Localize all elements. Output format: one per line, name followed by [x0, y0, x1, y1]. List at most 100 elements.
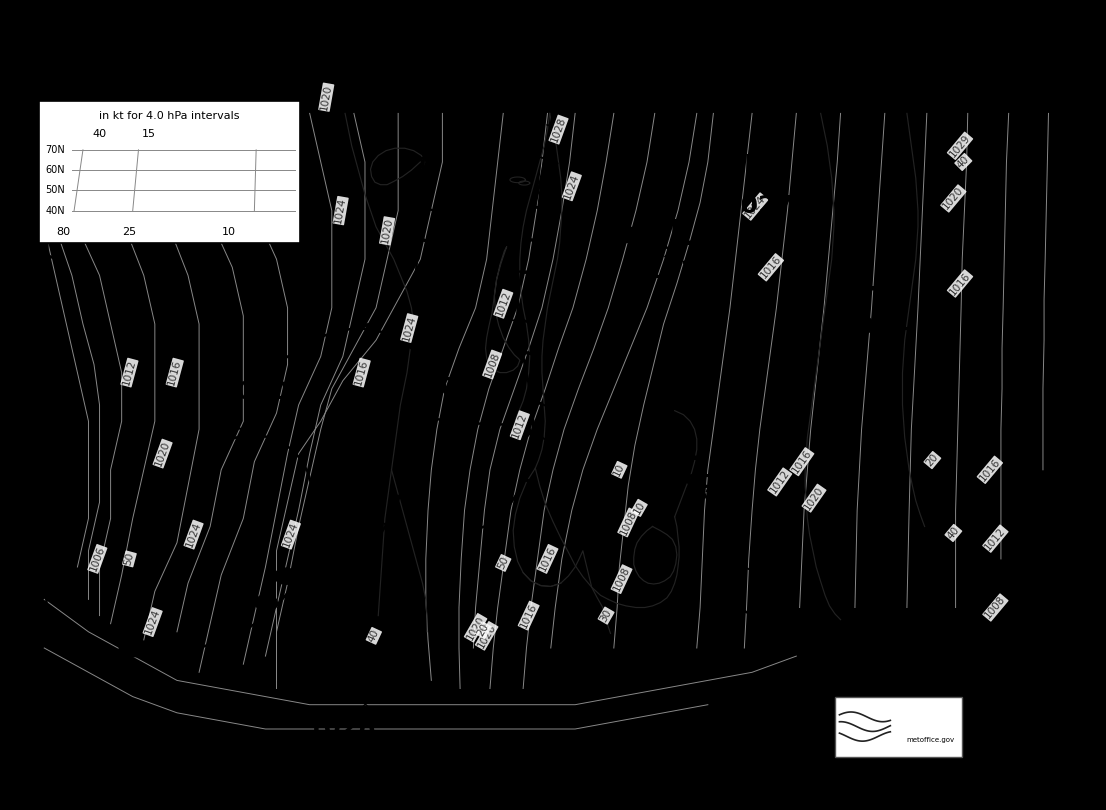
Polygon shape: [665, 248, 675, 257]
Text: 1016: 1016: [519, 602, 539, 629]
Polygon shape: [528, 400, 546, 406]
Text: 1031: 1031: [429, 87, 513, 116]
Circle shape: [295, 325, 320, 343]
Text: 20: 20: [925, 452, 940, 468]
Text: H: H: [858, 275, 889, 309]
Polygon shape: [44, 564, 60, 567]
Text: 1006: 1006: [88, 545, 106, 573]
Polygon shape: [415, 207, 435, 211]
Text: ×: ×: [775, 175, 789, 190]
Polygon shape: [411, 320, 431, 324]
Text: 1020: 1020: [319, 83, 334, 111]
Text: 40N: 40N: [45, 206, 65, 215]
Text: ×: ×: [711, 454, 724, 469]
Text: 1028: 1028: [305, 716, 376, 740]
Text: 1008: 1008: [983, 595, 1008, 620]
Polygon shape: [418, 157, 438, 163]
Text: 1024: 1024: [743, 194, 768, 220]
Circle shape: [614, 226, 636, 242]
Text: L: L: [826, 676, 848, 710]
Circle shape: [509, 423, 531, 439]
Text: 40: 40: [366, 628, 382, 644]
Text: ×: ×: [358, 697, 372, 712]
Text: 40: 40: [946, 525, 961, 541]
Text: 50: 50: [123, 552, 136, 566]
Text: 1008: 1008: [618, 509, 638, 536]
Polygon shape: [515, 271, 535, 275]
Text: ×: ×: [272, 361, 285, 376]
Text: 1020: 1020: [802, 484, 826, 512]
Text: 1016: 1016: [948, 271, 972, 296]
Polygon shape: [44, 386, 60, 389]
Text: 1026: 1026: [476, 622, 498, 650]
Polygon shape: [44, 224, 60, 227]
Text: 1020: 1020: [941, 185, 966, 211]
Polygon shape: [409, 416, 428, 423]
Text: 1006: 1006: [405, 376, 476, 400]
Text: 1001: 1001: [802, 716, 873, 740]
Text: L: L: [429, 335, 451, 369]
Text: 1010: 1010: [219, 380, 290, 404]
Text: 1016: 1016: [354, 359, 369, 386]
Text: 1: 1: [1068, 691, 1087, 718]
Text: 1008: 1008: [612, 565, 632, 593]
Text: 50: 50: [495, 555, 511, 571]
Polygon shape: [512, 319, 532, 322]
Bar: [0, 765, 1106, 810]
Polygon shape: [523, 238, 542, 244]
Text: 1016: 1016: [978, 457, 1002, 483]
Polygon shape: [50, 191, 64, 195]
Text: 1024: 1024: [401, 314, 417, 342]
Text: 1028: 1028: [550, 116, 567, 143]
Polygon shape: [44, 515, 60, 518]
Bar: [39, 101, 300, 243]
Polygon shape: [733, 607, 750, 614]
Text: 30: 30: [598, 608, 614, 624]
Text: 25: 25: [123, 227, 136, 237]
Text: 997: 997: [667, 473, 720, 497]
Text: 60N: 60N: [45, 165, 65, 175]
Text: ×: ×: [891, 296, 905, 311]
Text: 1024: 1024: [144, 608, 161, 636]
Polygon shape: [530, 206, 549, 212]
Text: 10: 10: [612, 462, 627, 478]
Polygon shape: [307, 534, 325, 539]
Circle shape: [212, 623, 234, 639]
Polygon shape: [42, 256, 58, 259]
Text: 1020: 1020: [465, 614, 487, 642]
Polygon shape: [732, 565, 750, 569]
Circle shape: [72, 636, 94, 652]
Text: 1017: 1017: [645, 258, 716, 283]
Text: 1016: 1016: [167, 359, 182, 386]
Circle shape: [410, 335, 435, 353]
Text: 1016: 1016: [759, 254, 783, 280]
Polygon shape: [295, 440, 299, 454]
Polygon shape: [238, 427, 250, 437]
Text: H: H: [742, 153, 773, 187]
Text: L: L: [64, 676, 86, 710]
Text: ×: ×: [458, 357, 471, 372]
Bar: [835, 697, 962, 757]
Polygon shape: [42, 353, 58, 356]
Text: 10: 10: [632, 500, 647, 516]
Polygon shape: [396, 495, 411, 505]
Bar: [0, 0, 31, 810]
Polygon shape: [521, 476, 534, 488]
Polygon shape: [44, 483, 60, 486]
Polygon shape: [410, 288, 430, 292]
Text: 15: 15: [143, 129, 156, 139]
Circle shape: [119, 640, 142, 656]
Polygon shape: [43, 580, 59, 583]
Text: metoffice.gov: metoffice.gov: [906, 736, 954, 743]
Polygon shape: [312, 498, 326, 507]
Text: 10: 10: [222, 227, 236, 237]
Text: 1024: 1024: [185, 521, 202, 548]
Polygon shape: [41, 288, 56, 292]
Polygon shape: [344, 566, 347, 582]
Text: 1012: 1012: [983, 526, 1008, 552]
Circle shape: [255, 595, 278, 611]
Polygon shape: [499, 515, 503, 531]
Circle shape: [166, 637, 188, 653]
Polygon shape: [540, 157, 559, 164]
Polygon shape: [529, 433, 546, 440]
